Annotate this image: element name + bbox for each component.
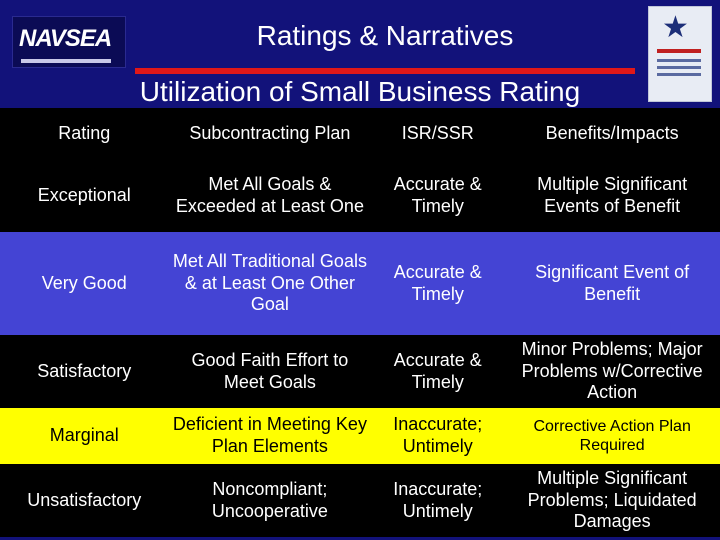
header-cell: Benefits/Impacts	[504, 108, 720, 159]
logo-text-lines	[657, 59, 701, 80]
ratings-table: Rating Subcontracting Plan ISR/SSR Benef…	[0, 108, 720, 537]
table-cell: Minor Problems; Major Problems w/Correct…	[504, 335, 720, 408]
table-cell: Deficient in Meeting Key Plan Elements	[168, 408, 372, 464]
table-cell: Accurate & Timely	[371, 232, 505, 335]
table-cell: Marginal	[0, 408, 169, 464]
table-cell: Met All Traditional Goals & at Least One…	[168, 232, 372, 335]
navsea-logo: NAVSEA	[12, 16, 126, 68]
table-cell: Multiple Significant Problems; Liquidate…	[504, 464, 720, 537]
table-row: Exceptional Met All Goals & Exceeded at …	[0, 159, 720, 232]
table-cell: Met All Goals & Exceeded at Least One	[168, 159, 372, 232]
table-cell: Multiple Significant Events of Benefit	[504, 159, 720, 232]
title-underline	[135, 68, 635, 74]
header-cell: Rating	[0, 108, 169, 159]
table-cell: Inaccurate; Untimely	[371, 464, 505, 537]
table-cell: Very Good	[0, 232, 169, 335]
header-cell: ISR/SSR	[371, 108, 505, 159]
logo-red-bar	[657, 49, 701, 53]
table-cell: Significant Event of Benefit	[504, 232, 720, 335]
slide-subtitle: Utilization of Small Business Rating	[139, 76, 581, 107]
table-row: Satisfactory Good Faith Effort to Meet G…	[0, 335, 720, 408]
table-cell: Accurate & Timely	[371, 335, 505, 408]
table-cell: Noncompliant; Uncooperative	[168, 464, 372, 537]
iae-logo: ★	[648, 6, 712, 102]
table-row: Very Good Met All Traditional Goals & at…	[0, 232, 720, 335]
table-cell: Unsatisfactory	[0, 464, 169, 537]
navsea-logo-text: NAVSEA	[19, 25, 112, 52]
table-row: Marginal Deficient in Meeting Key Plan E…	[0, 408, 720, 464]
table-cell: Satisfactory	[0, 335, 169, 408]
table-cell: Exceptional	[0, 159, 169, 232]
table-header-row: Rating Subcontracting Plan ISR/SSR Benef…	[0, 108, 720, 159]
logo-tagline-bar	[21, 59, 111, 63]
table-cell: Good Faith Effort to Meet Goals	[168, 335, 372, 408]
header-cell: Subcontracting Plan	[168, 108, 372, 159]
table-row: Unsatisfactory Noncompliant; Uncooperati…	[0, 464, 720, 537]
star-icon: ★	[662, 11, 689, 44]
slide-title: Ratings & Narratives	[256, 20, 514, 51]
table-cell: Accurate & Timely	[371, 159, 505, 232]
table-cell: Inaccurate; Untimely	[371, 408, 505, 464]
slide-header: NAVSEA Ratings & Narratives ★ Utilizatio…	[0, 0, 720, 110]
table-cell: Corrective Action Plan Required	[504, 408, 720, 464]
